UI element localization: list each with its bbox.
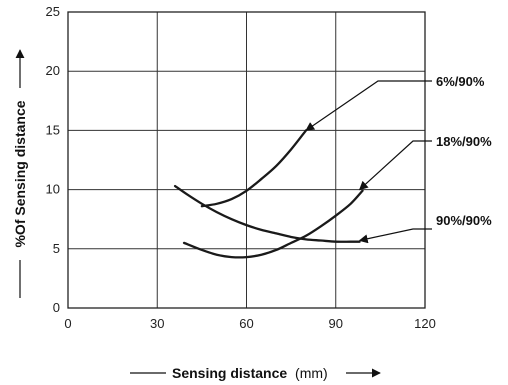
x-tick-label-4: 120 [414, 316, 436, 331]
plot-frame [67, 11, 426, 309]
y-axis-label: %Of Sensing distance [12, 100, 28, 247]
series-line-2 [173, 184, 361, 243]
plot-border [67, 11, 426, 309]
series-curves [173, 129, 364, 259]
y-tick-label-1: 5 [53, 241, 60, 256]
annotation-leader-0 [305, 80, 432, 131]
y-tick-label-0: 0 [53, 300, 60, 315]
annotations: 6%/90% 18%/90% 90%/90% [305, 74, 492, 244]
series-line-1 [182, 189, 364, 259]
y-tick-label-4: 20 [46, 63, 60, 78]
annotation-label-2: 90%/90% [436, 213, 492, 228]
y-axis-title: %Of Sensing distance [12, 49, 28, 298]
annotation-label-1: 18%/90% [436, 134, 492, 149]
y-tick-label-3: 15 [46, 122, 60, 137]
svg-text:Sensing distance (mm): Sensing distance (mm) [172, 365, 328, 381]
x-axis-title: Sensing distance (mm) [130, 365, 381, 381]
y-tick-label-2: 10 [46, 182, 60, 197]
x-tick-label-2: 60 [239, 316, 253, 331]
annotation-leader-1 [358, 140, 432, 191]
y-tick-label-5: 25 [46, 4, 60, 19]
x-axis-label: Sensing distance [172, 365, 287, 381]
x-tick-label-1: 30 [150, 316, 164, 331]
annotation-label-0: 6%/90% [436, 74, 485, 89]
annotation-leader-2 [358, 228, 432, 244]
tick-labels: 0 30 60 90 120 0 5 10 15 20 25 [46, 4, 436, 331]
x-tick-label-3: 90 [329, 316, 343, 331]
x-tick-label-0: 0 [64, 316, 71, 331]
grid [67, 11, 426, 309]
x-axis-unit: (mm) [295, 365, 328, 381]
series-line-0 [200, 129, 308, 208]
